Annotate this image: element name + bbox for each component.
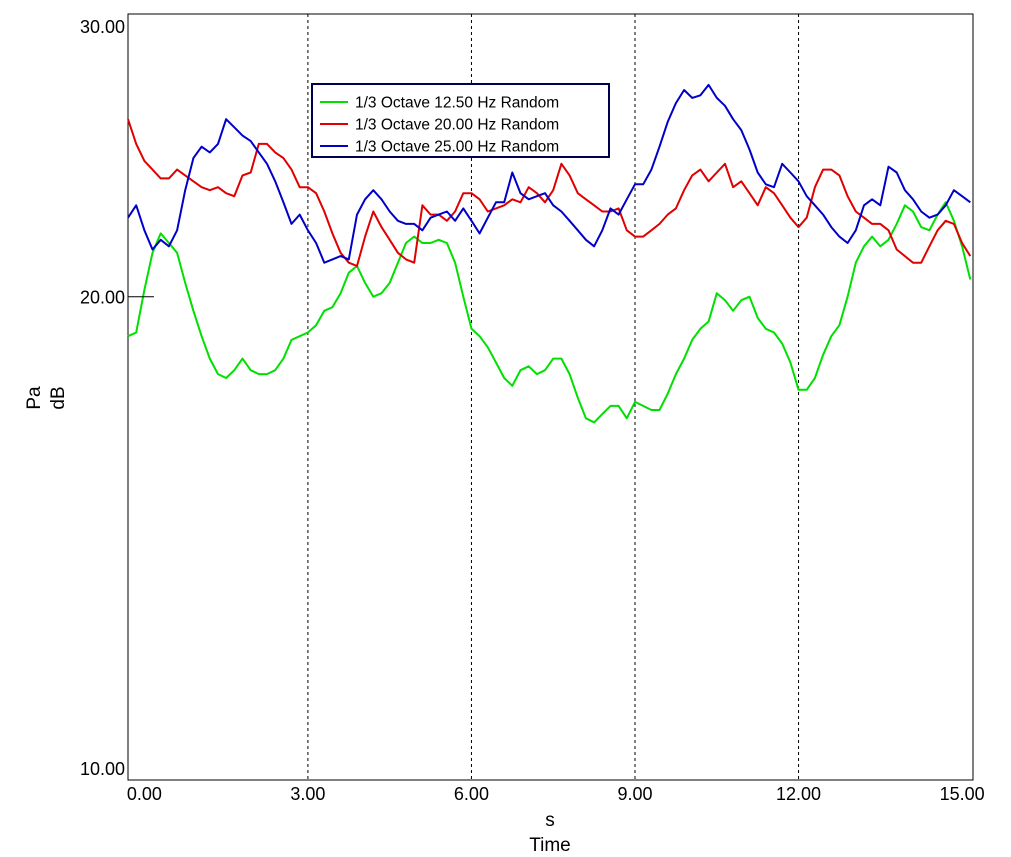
series-line-1 <box>127 201 972 424</box>
x-tick-label: 6.00 <box>454 784 489 804</box>
series-line-3 <box>127 83 971 264</box>
y-axis-title: dB <box>48 386 69 409</box>
series-lines <box>127 83 972 424</box>
legend-label-series-3: 1/3 Octave 25.00 Hz Random <box>355 139 559 156</box>
x-tick-label: 3.00 <box>290 784 325 804</box>
legend: 1/3 Octave 12.50 Hz Random 1/3 Octave 20… <box>311 83 610 158</box>
x-axis-unit: s <box>545 810 555 831</box>
y-tick-label: 10.00 <box>80 759 125 779</box>
x-tick-label: 9.00 <box>617 784 652 804</box>
axis-ticks: 0.00 3.00 6.00 9.00 12.00 15.00 10.00 20.00 30.0… <box>80 13 985 804</box>
y-tick-label: 30.00 <box>80 17 125 37</box>
y-tick-label: 20.00 <box>80 288 125 308</box>
series-line-2 <box>127 118 972 267</box>
x-tick-label: 12.00 <box>776 784 821 804</box>
legend-box <box>311 83 610 158</box>
y-axis-unit: Pa <box>24 386 45 410</box>
x-tick-label: 0.00 <box>127 784 162 804</box>
plot-area <box>127 13 974 781</box>
legend-label-series-1: 1/3 Octave 12.50 Hz Random <box>355 95 559 112</box>
legend-label-series-2: 1/3 Octave 20.00 Hz Random <box>355 117 559 134</box>
x-tick-label: 15.00 <box>940 784 985 804</box>
x-axis-title: Time <box>529 835 571 856</box>
